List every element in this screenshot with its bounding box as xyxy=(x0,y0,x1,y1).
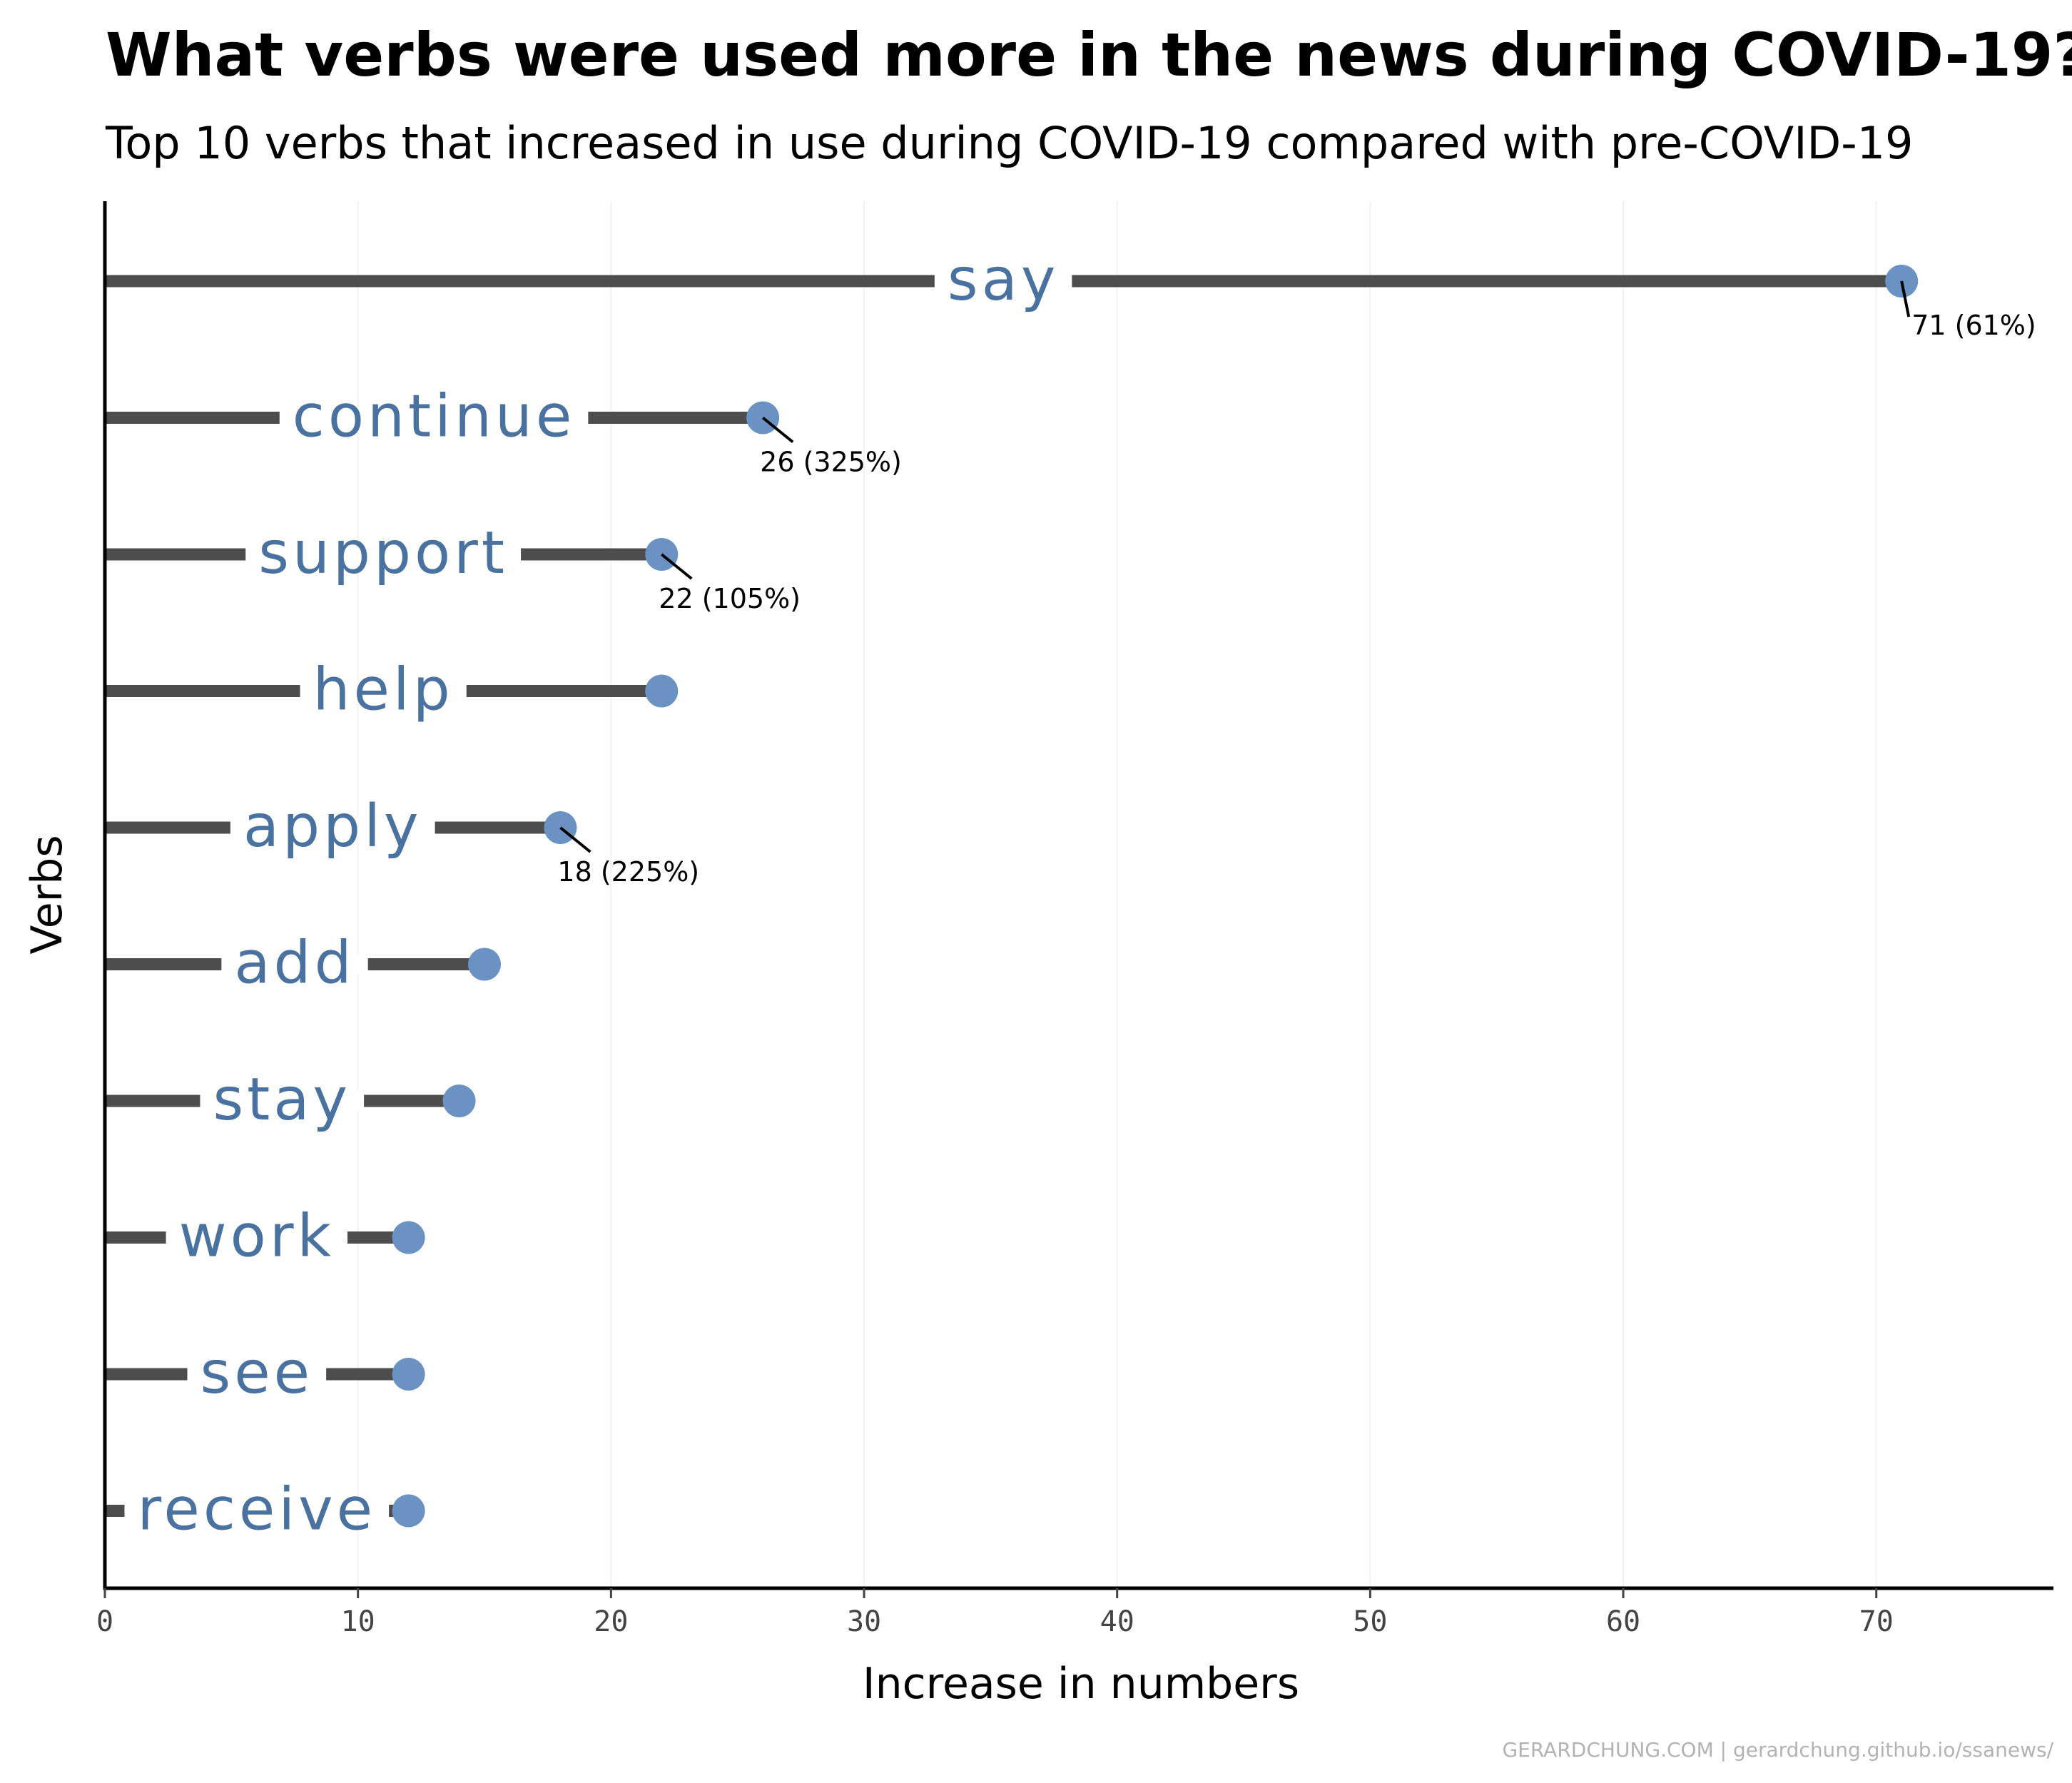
x-tick-label: 60 xyxy=(1606,1605,1640,1638)
point-receive xyxy=(392,1494,425,1528)
chart-subtitle: Top 10 verbs that increased in use durin… xyxy=(105,117,1914,169)
verb-label-gap xyxy=(245,544,522,564)
verb-label-see: see xyxy=(200,1339,313,1407)
verb-label-support: support xyxy=(258,519,508,587)
x-axis-title: Increase in numbers xyxy=(863,1659,1299,1709)
annotation-label-apply: 18 (225%) xyxy=(557,856,699,888)
x-tick-label: 70 xyxy=(1859,1605,1894,1638)
verb-label-gap xyxy=(166,1227,348,1248)
verb-label-gap xyxy=(230,818,435,838)
annotation-label-continue: 26 (325%) xyxy=(760,447,902,478)
verb-label-say: say xyxy=(948,246,1060,314)
annotation-label-support: 22 (105%) xyxy=(659,583,801,614)
verb-label-gap xyxy=(221,954,368,975)
verb-label-add: add xyxy=(234,930,355,997)
x-ticks: 0 10 20 30 40 50 60 70 xyxy=(96,1588,1894,1638)
chart-title: What verbs were used more in the news du… xyxy=(106,20,2072,90)
point-see xyxy=(392,1358,425,1391)
point-add xyxy=(468,948,502,981)
annotation-leader xyxy=(559,826,591,853)
annotation-leader xyxy=(661,553,693,580)
x-tick-label: 50 xyxy=(1353,1605,1387,1638)
annotation-label-say: 71 (61%) xyxy=(1911,310,2036,341)
verb-label-gap xyxy=(124,1500,390,1521)
x-tick-label: 0 xyxy=(96,1605,113,1638)
verb-label-gap xyxy=(200,1091,365,1111)
verb-label-work: work xyxy=(179,1203,335,1271)
verb-label-stay: stay xyxy=(213,1066,351,1134)
x-tick-label: 20 xyxy=(594,1605,628,1638)
verb-labels: say continue support help apply add stay work se… xyxy=(124,246,1072,1544)
verb-label-gap xyxy=(934,271,1072,291)
point-help xyxy=(645,674,679,708)
x-tick-label: 40 xyxy=(1100,1605,1134,1638)
verb-label-continue: continue xyxy=(293,383,576,451)
grid-lines xyxy=(357,201,1877,1588)
annotation-leader xyxy=(1900,280,1911,318)
stems xyxy=(105,275,1902,1517)
verb-label-gap xyxy=(279,407,589,428)
verb-label-apply: apply xyxy=(243,793,422,860)
verb-label-receive: receive xyxy=(137,1476,376,1544)
x-tick-label: 30 xyxy=(847,1605,881,1638)
verb-label-gap xyxy=(300,681,467,701)
point-stay xyxy=(442,1084,476,1117)
x-tick-label: 10 xyxy=(341,1605,375,1638)
verb-label-help: help xyxy=(313,656,454,724)
point-work xyxy=(392,1221,425,1254)
points xyxy=(392,265,1919,1528)
annotations: 71 (61%) 26 (325%) 22 (105%) 18 (225%) xyxy=(557,280,2036,888)
annotation-leader xyxy=(761,416,794,444)
verb-label-gap xyxy=(187,1364,327,1384)
caption: GERARDCHUNG.COM | gerardchung.github.io/… xyxy=(1502,1738,2053,1762)
y-axis-title: Verbs xyxy=(22,835,72,954)
